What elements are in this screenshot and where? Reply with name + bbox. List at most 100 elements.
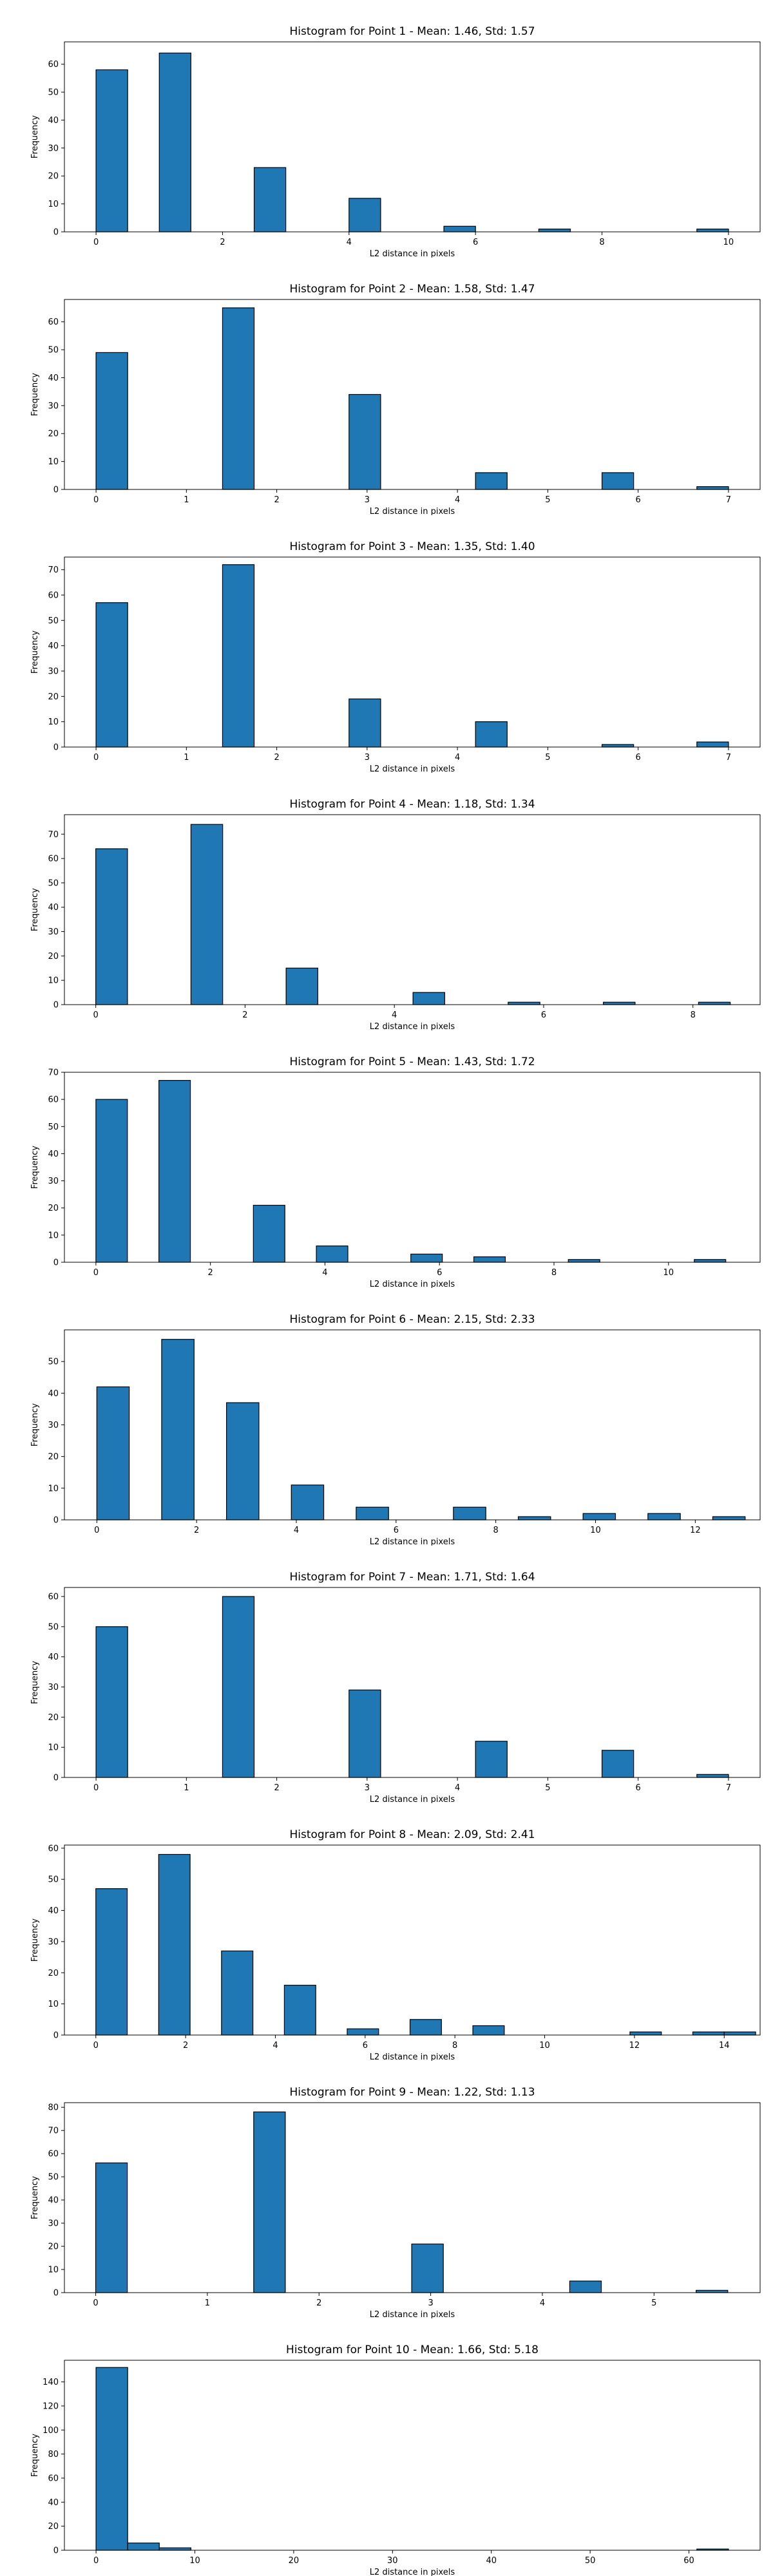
y-tick-label: 60 bbox=[48, 1095, 59, 1105]
x-tick-label: 2 bbox=[208, 1268, 213, 1278]
x-tick-label: 3 bbox=[365, 753, 370, 762]
histogram-bar bbox=[127, 2543, 160, 2551]
y-tick-label: 10 bbox=[48, 976, 59, 986]
plot-frame bbox=[64, 1844, 761, 2036]
histogram-bar bbox=[356, 1506, 389, 1520]
histogram-bar bbox=[95, 1099, 128, 1263]
histogram-bar bbox=[95, 602, 128, 748]
histogram-bar bbox=[96, 1386, 130, 1520]
y-tick-label: 0 bbox=[53, 1516, 59, 1526]
x-tick-label: 7 bbox=[726, 753, 731, 762]
x-tick-label: 4 bbox=[540, 2298, 545, 2308]
histogram-bar bbox=[253, 167, 287, 232]
histogram-bar bbox=[222, 1596, 255, 1778]
chart-title: Histogram for Point 6 - Mean: 2.15, Std:… bbox=[289, 1313, 535, 1326]
histogram-bar bbox=[696, 741, 729, 748]
y-tick-label: 0 bbox=[53, 486, 59, 495]
y-tick-label: 30 bbox=[48, 927, 59, 937]
histogram-bar bbox=[253, 2111, 286, 2293]
x-axis-label: L2 distance in pixels bbox=[370, 1795, 455, 1803]
y-tick-label: 0 bbox=[53, 2289, 59, 2298]
histogram-bar bbox=[601, 744, 635, 748]
histogram-bar bbox=[696, 2289, 729, 2293]
y-tick-label: 10 bbox=[48, 1743, 59, 1753]
y-tick-label: 60 bbox=[48, 591, 59, 601]
histogram-bar bbox=[222, 307, 255, 490]
x-tick-label: 6 bbox=[363, 2041, 368, 2050]
x-tick-label: 2 bbox=[316, 2298, 321, 2308]
x-tick-label: 4 bbox=[272, 2041, 278, 2050]
x-tick-label: 0 bbox=[93, 2556, 99, 2566]
y-tick-label: 120 bbox=[43, 2401, 59, 2411]
bars bbox=[95, 1853, 756, 2036]
y-tick-label: 40 bbox=[48, 1389, 59, 1399]
x-tick-label: 6 bbox=[437, 1268, 442, 1278]
y-tick-label: 30 bbox=[48, 1421, 59, 1430]
y-tick-label: 40 bbox=[48, 1653, 59, 1662]
x-tick-label: 2 bbox=[194, 1526, 199, 1535]
x-tick-label: 2 bbox=[274, 495, 279, 505]
x-tick-label: 4 bbox=[455, 1783, 460, 1793]
histogram-bar bbox=[348, 1689, 381, 1778]
plot-frame bbox=[64, 1587, 761, 1778]
x-tick-label: 1 bbox=[184, 1783, 189, 1793]
y-tick-label: 50 bbox=[48, 2173, 59, 2183]
y-axis-label: Frequency bbox=[30, 115, 40, 158]
x-tick-label: 4 bbox=[322, 1268, 327, 1278]
histogram-bar bbox=[348, 393, 381, 490]
y-tick-label: 30 bbox=[48, 144, 59, 153]
x-tick-label: 5 bbox=[545, 753, 550, 762]
bars bbox=[95, 2367, 729, 2551]
histogram-bar bbox=[348, 698, 381, 748]
y-tick-label: 50 bbox=[48, 346, 59, 355]
x-tick-label: 40 bbox=[486, 2556, 497, 2566]
y-tick-label: 40 bbox=[48, 116, 59, 126]
histogram-bar bbox=[316, 1245, 348, 1263]
x-tick-label: 10 bbox=[539, 2041, 550, 2050]
y-tick-label: 60 bbox=[48, 60, 59, 70]
x-tick-label: 3 bbox=[428, 2298, 433, 2308]
x-axis-label: L2 distance in pixels bbox=[370, 2568, 455, 2576]
y-axis-label: Frequency bbox=[30, 2434, 40, 2477]
y-tick-label: 20 bbox=[48, 952, 59, 961]
histogram-chart-5: Histogram for Point 5 - Mean: 1.43, Std:… bbox=[30, 1056, 761, 1288]
chart-title: Histogram for Point 1 - Mean: 1.46, Std:… bbox=[289, 25, 535, 38]
chart-title: Histogram for Point 10 - Mean: 1.66, Std… bbox=[286, 2344, 539, 2356]
y-tick-label: 40 bbox=[48, 2498, 59, 2508]
y-tick-label: 40 bbox=[48, 1150, 59, 1159]
x-tick-label: 12 bbox=[629, 2041, 640, 2050]
histogram-bar bbox=[158, 2547, 191, 2551]
y-axis-label: Frequency bbox=[30, 1661, 40, 1704]
histogram-chart-3: Histogram for Point 3 - Mean: 1.35, Std:… bbox=[30, 540, 761, 773]
x-tick-label: 0 bbox=[93, 238, 99, 247]
y-tick-label: 80 bbox=[48, 2450, 59, 2459]
plot-frame bbox=[64, 814, 761, 1005]
x-tick-label: 3 bbox=[365, 1783, 370, 1793]
histogram-bar bbox=[410, 1253, 443, 1263]
x-tick-label: 4 bbox=[294, 1526, 299, 1535]
histogram-bar bbox=[517, 1516, 551, 1520]
x-tick-label: 10 bbox=[189, 2556, 200, 2566]
histogram-chart-4: Histogram for Point 4 - Mean: 1.18, Std:… bbox=[30, 798, 761, 1030]
chart-title: Histogram for Point 8 - Mean: 2.09, Std:… bbox=[289, 1828, 535, 1841]
chart-title: Histogram for Point 2 - Mean: 1.58, Std:… bbox=[289, 283, 535, 296]
x-tick-label: 50 bbox=[585, 2556, 596, 2566]
histogram-bar bbox=[95, 1626, 128, 1778]
plot-frame bbox=[64, 2360, 761, 2551]
y-axis-label: Frequency bbox=[30, 1403, 40, 1446]
histogram-bar bbox=[158, 1853, 191, 2036]
y-tick-label: 10 bbox=[48, 457, 59, 467]
histogram-bar bbox=[569, 2280, 602, 2293]
x-tick-label: 10 bbox=[723, 238, 734, 247]
y-tick-label: 50 bbox=[48, 616, 59, 626]
y-tick-label: 30 bbox=[48, 401, 59, 411]
x-tick-label: 0 bbox=[93, 1010, 99, 1020]
y-tick-label: 40 bbox=[48, 1906, 59, 1916]
y-tick-label: 30 bbox=[48, 1683, 59, 1692]
y-tick-label: 20 bbox=[48, 172, 59, 182]
x-tick-label: 6 bbox=[473, 238, 478, 247]
y-tick-label: 60 bbox=[48, 317, 59, 327]
chart-title: Histogram for Point 7 - Mean: 1.71, Std:… bbox=[289, 1571, 535, 1584]
y-tick-label: 40 bbox=[48, 2196, 59, 2206]
x-tick-label: 30 bbox=[387, 2556, 398, 2566]
